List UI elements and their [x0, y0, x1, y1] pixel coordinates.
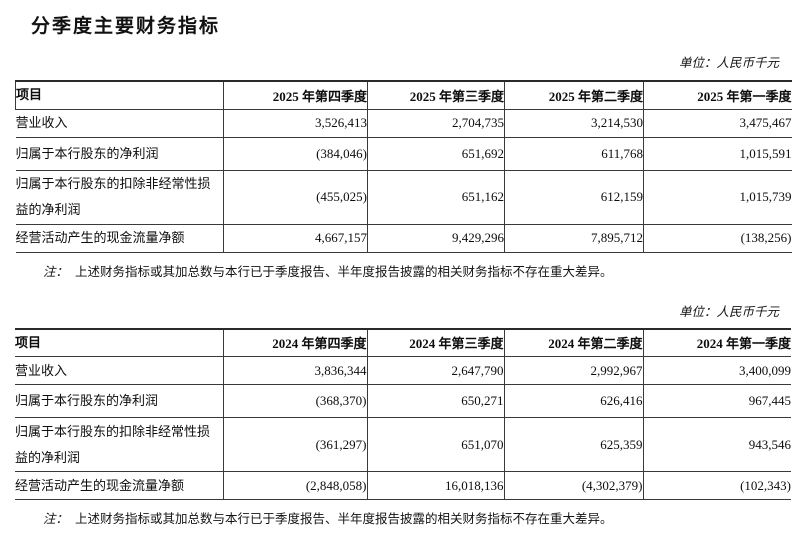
column-header-2025-q4: 2025 年第四季度 — [223, 81, 368, 110]
cell-value: 625,359 — [504, 417, 644, 472]
cell-value: (368,370) — [223, 384, 368, 418]
table-row-revenue: 营业收入 3,526,413 2,704,735 3,214,530 3,475… — [15, 109, 792, 138]
cell-value: 651,070 — [367, 417, 505, 472]
cell-value: 3,526,413 — [223, 109, 368, 138]
cell-value: 1,015,739 — [643, 170, 792, 225]
financial-table-2025: 项目 2025 年第四季度 2025 年第三季度 2025 年第二季度 2025… — [15, 80, 792, 253]
cell-value: 651,162 — [367, 170, 505, 225]
financial-table-2024: 项目 2024 年第四季度 2024 年第三季度 2024 年第二季度 2024… — [15, 327, 791, 500]
cell-value: (138,256) — [643, 224, 792, 253]
table-note-2024: 注： 上述财务指标或其加总数与本行已于季度报告、半年度报告披露的相关财务指标不存在… — [43, 511, 791, 528]
unit-label-2025: 单位：人民币千元 — [678, 56, 779, 70]
cell-value: (455,025) — [223, 170, 368, 225]
column-header-2024-q1: 2024 年第一季度 — [643, 328, 791, 357]
table-row-net-profit: 归属于本行股东的净利润 (368,370) 650,271 626,416 96… — [15, 384, 791, 418]
section-quarterly-2025: 单位：人民币千元 项目 2025 年第四季度 2025 年第三季度 2025 年… — [15, 55, 792, 281]
column-header-2025-q3: 2025 年第三季度 — [367, 81, 505, 110]
row-label: 归属于本行股东的净利润 — [15, 137, 224, 171]
table-row-net-profit-excl-nonrecurring: 归属于本行股东的扣除非经常性损益的净利润 (361,297) 651,070 6… — [15, 417, 791, 472]
cell-value: 2,647,790 — [367, 356, 505, 385]
table-row-operating-cash-flow: 经营活动产生的现金流量净额 4,667,157 9,429,296 7,895,… — [15, 224, 792, 253]
cell-value: 3,475,467 — [643, 109, 792, 138]
cell-value: (2,848,058) — [223, 471, 368, 500]
row-label: 营业收入 — [15, 356, 224, 385]
cell-value: (4,302,379) — [504, 471, 644, 500]
cell-value: 651,692 — [367, 137, 505, 171]
note-text: 上述财务指标或其加总数与本行已于季度报告、半年度报告披露的相关财务指标不存在重大… — [75, 512, 613, 526]
cell-value: 611,768 — [504, 137, 644, 171]
header-row: 项目 2024 年第四季度 2024 年第三季度 2024 年第二季度 2024… — [15, 328, 791, 357]
column-header-2025-q2: 2025 年第二季度 — [504, 81, 644, 110]
row-label: 营业收入 — [15, 109, 224, 138]
cell-value: 650,271 — [367, 384, 505, 418]
note-text: 上述财务指标或其加总数与本行已于季度报告、半年度报告披露的相关财务指标不存在重大… — [75, 264, 613, 279]
cell-value: 967,445 — [643, 384, 791, 418]
column-header-2025-q1: 2025 年第一季度 — [643, 81, 792, 110]
cell-value: (102,343) — [643, 471, 791, 500]
cell-value: 16,018,136 — [367, 471, 505, 500]
table-note-2025: 注： 上述财务指标或其加总数与本行已于季度报告、半年度报告披露的相关财务指标不存在… — [43, 264, 791, 281]
row-label: 归属于本行股东的扣除非经常性损益的净利润 — [15, 170, 224, 225]
cell-value: (384,046) — [223, 137, 368, 171]
cell-value: 943,546 — [643, 417, 791, 472]
cell-value: 2,704,735 — [367, 109, 505, 138]
report-page: 分季度主要财务指标 单位：人民币千元 项目 2025 年第四季度 2025 年第… — [15, 16, 792, 529]
header-row: 项目 2025 年第四季度 2025 年第三季度 2025 年第二季度 2025… — [15, 81, 792, 110]
row-label: 归属于本行股东的扣除非经常性损益的净利润 — [15, 417, 224, 472]
cell-value: 4,667,157 — [223, 224, 368, 253]
row-label: 经营活动产生的现金流量净额 — [15, 224, 224, 253]
column-header-2024-q2: 2024 年第二季度 — [504, 328, 644, 357]
column-header-2024-q3: 2024 年第三季度 — [367, 328, 505, 357]
note-prefix: 注： — [43, 512, 69, 526]
cell-value: 7,895,712 — [504, 224, 644, 253]
cell-value: 3,836,344 — [223, 356, 368, 385]
row-label: 归属于本行股东的净利润 — [15, 384, 224, 418]
cell-value: 3,400,099 — [643, 356, 791, 385]
row-label: 经营活动产生的现金流量净额 — [15, 471, 224, 500]
column-header-item: 项目 — [15, 81, 224, 110]
cell-value: (361,297) — [223, 417, 368, 472]
note-prefix: 注： — [43, 264, 69, 279]
table-row-operating-cash-flow: 经营活动产生的现金流量净额 (2,848,058) 16,018,136 (4,… — [15, 471, 791, 500]
section-quarterly-2024: 单位：人民币千元 项目 2024 年第四季度 2024 年第三季度 2024 年… — [15, 304, 791, 529]
cell-value: 1,015,591 — [643, 137, 792, 171]
column-header-item: 项目 — [15, 328, 224, 357]
table-row-revenue: 营业收入 3,836,344 2,647,790 2,992,967 3,400… — [15, 356, 791, 385]
cell-value: 626,416 — [504, 384, 644, 418]
table-row-net-profit: 归属于本行股东的净利润 (384,046) 651,692 611,768 1,… — [15, 137, 792, 171]
cell-value: 9,429,296 — [367, 224, 505, 253]
cell-value: 612,159 — [504, 170, 644, 225]
cell-value: 3,214,530 — [504, 109, 644, 138]
cell-value: 2,992,967 — [504, 356, 644, 385]
page-title: 分季度主要财务指标 — [31, 16, 221, 37]
table-row-net-profit-excl-nonrecurring: 归属于本行股东的扣除非经常性损益的净利润 (455,025) 651,162 6… — [15, 170, 792, 225]
column-header-2024-q4: 2024 年第四季度 — [223, 328, 368, 357]
unit-label-2024: 单位：人民币千元 — [678, 304, 779, 319]
